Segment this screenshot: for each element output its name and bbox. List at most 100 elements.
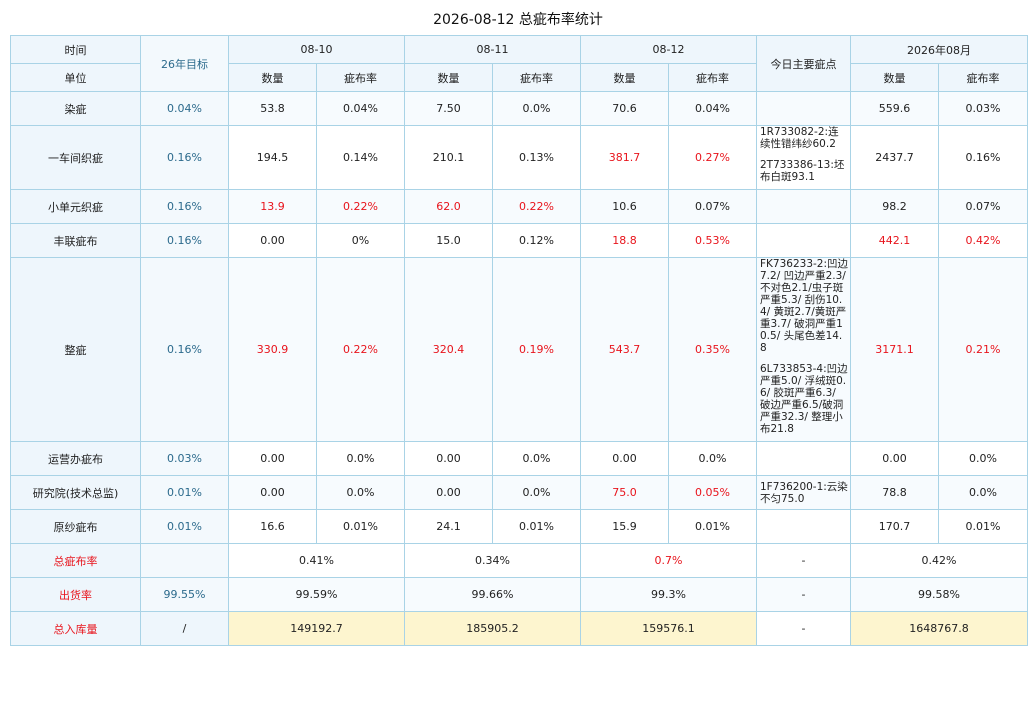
notes-cell: FK736233-2:凹边7.2/ 凹边严重2.3/ 不对色2.1/虫子斑严重5… [756, 257, 851, 442]
header-rate: 疵布率 [938, 63, 1028, 92]
table-row: 原纱疵布 0.01% 16.6 0.01% 24.1 0.01% 15.9 0.… [10, 509, 1028, 544]
row-target: 0.16% [140, 189, 229, 224]
row-target: 0.16% [140, 125, 229, 190]
summary-month: 1648767.8 [850, 611, 1028, 646]
header-rate: 疵布率 [668, 63, 757, 92]
rate-cell: 0% [316, 223, 405, 258]
header-qty: 数量 [228, 63, 317, 92]
row-label: 丰联疵布 [10, 223, 141, 258]
rate-cell: 0.19% [492, 257, 581, 442]
qty-cell: 210.1 [404, 125, 493, 190]
header-date-2: 08-11 [404, 35, 581, 64]
month-rate-cell: 0.16% [938, 125, 1028, 190]
summary-row-total-rate: 总疵布率 0.41% 0.34% 0.7% - 0.42% [10, 543, 1028, 578]
rate-cell: 0.0% [492, 441, 581, 476]
row-target: 0.16% [140, 257, 229, 442]
rate-cell: 0.53% [668, 223, 757, 258]
table-row: 研究院(技术总监) 0.01% 0.00 0.0% 0.00 0.0% 75.0… [10, 475, 1028, 510]
table-row: 运营办疵布 0.03% 0.00 0.0% 0.00 0.0% 0.00 0.0… [10, 441, 1028, 476]
row-label: 染疵 [10, 91, 141, 126]
summary-label: 总疵布率 [10, 543, 141, 578]
summary-month: 0.42% [850, 543, 1028, 578]
summary-day-1: 149192.7 [228, 611, 405, 646]
qty-cell: 15.0 [404, 223, 493, 258]
header-unit: 单位 [10, 63, 141, 92]
header-qty: 数量 [580, 63, 669, 92]
report-title: 2026-08-12 总疵布率统计 [433, 12, 603, 28]
row-target: 0.01% [140, 475, 229, 510]
rate-cell: 0.22% [316, 257, 405, 442]
defect-note: 1F736200-1:云染不匀75.0 [760, 480, 848, 505]
summary-day-2: 185905.2 [404, 611, 581, 646]
month-rate-cell: 0.03% [938, 91, 1028, 126]
notes-cell: 1R733082-2:连续性错纬纱60.2 2T733386-13:坯布白斑93… [756, 125, 851, 190]
summary-label: 总入库量 [10, 611, 141, 646]
rate-cell: 0.04% [668, 91, 757, 126]
summary-row-stock: 总入库量 / 149192.7 185905.2 159576.1 - 1648… [10, 611, 1028, 646]
summary-target: 99.55% [140, 577, 229, 612]
qty-cell: 0.00 [404, 441, 493, 476]
month-rate-cell: 0.01% [938, 509, 1028, 544]
month-qty-cell: 2437.7 [850, 125, 939, 190]
table-row: 小单元织疵 0.16% 13.9 0.22% 62.0 0.22% 10.6 0… [10, 189, 1028, 224]
qty-cell: 330.9 [228, 257, 317, 442]
qty-cell: 75.0 [580, 475, 669, 510]
qty-cell: 15.9 [580, 509, 669, 544]
notes-cell [756, 441, 851, 476]
notes-cell [756, 509, 851, 544]
qty-cell: 320.4 [404, 257, 493, 442]
header-month: 2026年08月 [850, 35, 1028, 64]
header-qty: 数量 [404, 63, 493, 92]
summary-target: / [140, 611, 229, 646]
summary-day-3: 0.7% [580, 543, 757, 578]
summary-notes: - [756, 543, 851, 578]
rate-cell: 0.22% [492, 189, 581, 224]
qty-cell: 7.50 [404, 91, 493, 126]
rate-cell: 0.05% [668, 475, 757, 510]
qty-cell: 70.6 [580, 91, 669, 126]
rate-cell: 0.13% [492, 125, 581, 190]
header-target: 26年目标 [140, 35, 229, 92]
summary-day-1: 99.59% [228, 577, 405, 612]
row-label: 一车间织疵 [10, 125, 141, 190]
qty-cell: 0.00 [404, 475, 493, 510]
summary-notes: - [756, 577, 851, 612]
qty-cell: 543.7 [580, 257, 669, 442]
qty-cell: 10.6 [580, 189, 669, 224]
rate-cell: 0.0% [316, 441, 405, 476]
header-date-3: 08-12 [580, 35, 757, 64]
summary-target [140, 543, 229, 578]
rate-cell: 0.27% [668, 125, 757, 190]
table-row: 一车间织疵 0.16% 194.5 0.14% 210.1 0.13% 381.… [10, 125, 1028, 190]
month-qty-cell: 0.00 [850, 441, 939, 476]
notes-cell [756, 91, 851, 126]
rate-cell: 0.14% [316, 125, 405, 190]
row-target: 0.04% [140, 91, 229, 126]
header-time: 时间 [10, 35, 141, 64]
rate-cell: 0.07% [668, 189, 757, 224]
month-rate-cell: 0.21% [938, 257, 1028, 442]
month-qty-cell: 559.6 [850, 91, 939, 126]
summary-day-3: 159576.1 [580, 611, 757, 646]
qty-cell: 0.00 [228, 475, 317, 510]
rate-cell: 0.35% [668, 257, 757, 442]
qty-cell: 381.7 [580, 125, 669, 190]
month-rate-cell: 0.42% [938, 223, 1028, 258]
table-row: 丰联疵布 0.16% 0.00 0% 15.0 0.12% 18.8 0.53%… [10, 223, 1028, 258]
qty-cell: 24.1 [404, 509, 493, 544]
header-row-sub: 单位 数量 疵布率 数量 疵布率 数量 疵布率 数量 疵布率 [10, 63, 1028, 92]
rate-cell: 0.04% [316, 91, 405, 126]
notes-cell [756, 223, 851, 258]
row-target: 0.16% [140, 223, 229, 258]
row-label: 原纱疵布 [10, 509, 141, 544]
header-qty: 数量 [850, 63, 939, 92]
rate-cell: 0.0% [668, 441, 757, 476]
rate-cell: 0.12% [492, 223, 581, 258]
header-date-1: 08-10 [228, 35, 405, 64]
defect-note: 2T733386-13:坯布白斑93.1 [760, 159, 845, 183]
rate-cell: 0.01% [492, 509, 581, 544]
header-notes: 今日主要疵点 [756, 35, 851, 92]
rate-cell: 0.0% [492, 91, 581, 126]
summary-row-ship-rate: 出货率 99.55% 99.59% 99.66% 99.3% - 99.58% [10, 577, 1028, 612]
qty-cell: 62.0 [404, 189, 493, 224]
